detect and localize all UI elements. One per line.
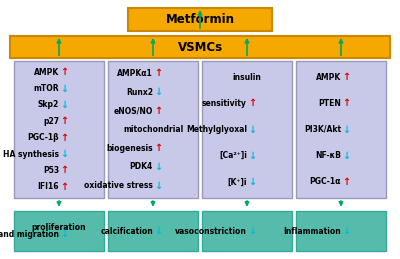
Text: ↑: ↑ (60, 116, 68, 126)
FancyBboxPatch shape (14, 211, 104, 251)
Text: NF-κB: NF-κB (315, 151, 341, 160)
Text: vasoconstriction: vasoconstriction (175, 227, 247, 236)
Text: HA synthesis: HA synthesis (3, 150, 59, 159)
FancyBboxPatch shape (202, 211, 292, 251)
Text: ↓: ↓ (154, 226, 162, 236)
Text: Runx2: Runx2 (126, 88, 153, 97)
FancyBboxPatch shape (10, 36, 390, 58)
Text: VSMCs: VSMCs (178, 41, 222, 54)
Text: ↓: ↓ (60, 149, 68, 159)
Text: ↓: ↓ (342, 125, 350, 134)
FancyBboxPatch shape (108, 211, 198, 251)
Text: ↓: ↓ (248, 151, 256, 161)
Text: ↓: ↓ (60, 229, 68, 239)
Text: proliferation: proliferation (32, 224, 86, 232)
Text: P53: P53 (43, 166, 59, 175)
Text: eNOS/NO: eNOS/NO (114, 106, 153, 115)
Text: PGC-1α: PGC-1α (310, 177, 341, 186)
Text: ↓: ↓ (248, 125, 256, 134)
Text: ↑: ↑ (60, 182, 68, 192)
Text: PTEN: PTEN (318, 99, 341, 108)
Text: PGC-1β: PGC-1β (27, 133, 59, 142)
Text: sensitivity: sensitivity (202, 99, 247, 108)
Text: ↓: ↓ (154, 181, 162, 191)
Text: and migration: and migration (0, 230, 59, 239)
Text: mitochondrial: mitochondrial (123, 125, 183, 134)
Text: ↓: ↓ (60, 100, 68, 110)
FancyBboxPatch shape (296, 61, 386, 198)
Text: calcification: calcification (100, 227, 153, 236)
Text: ↓: ↓ (154, 162, 162, 172)
FancyBboxPatch shape (202, 61, 292, 198)
Text: [Ca²⁺]i: [Ca²⁺]i (219, 151, 247, 160)
Text: AMPKα1: AMPKα1 (117, 69, 153, 78)
Text: Methylglyoxal: Methylglyoxal (186, 125, 247, 134)
Text: ↑: ↑ (342, 98, 350, 108)
Text: ↓: ↓ (342, 151, 350, 161)
Text: ↑: ↑ (154, 143, 162, 153)
Text: PI3K/Akt: PI3K/Akt (304, 125, 341, 134)
Text: ↑: ↑ (248, 98, 256, 108)
FancyBboxPatch shape (14, 61, 104, 198)
Text: ↓: ↓ (248, 177, 256, 187)
Text: ↑: ↑ (154, 106, 162, 116)
Text: Inflammation: Inflammation (283, 227, 341, 236)
Text: Metformin: Metformin (166, 13, 234, 26)
Text: ↑: ↑ (60, 166, 68, 175)
Text: ↓: ↓ (60, 84, 68, 93)
FancyBboxPatch shape (128, 8, 272, 31)
Text: AMPK: AMPK (34, 68, 59, 77)
Text: ↑: ↑ (342, 72, 350, 82)
Text: ↑: ↑ (60, 67, 68, 77)
Text: ↓: ↓ (248, 226, 256, 236)
Text: [K⁺]i: [K⁺]i (228, 177, 247, 186)
Text: insulin: insulin (232, 73, 262, 82)
Text: biogenesis: biogenesis (106, 144, 153, 153)
Text: ↓: ↓ (154, 87, 162, 97)
Text: p27: p27 (43, 117, 59, 126)
Text: PDK4: PDK4 (130, 162, 153, 171)
Text: ↑: ↑ (342, 177, 350, 187)
Text: ↓: ↓ (342, 226, 350, 236)
Text: AMPK: AMPK (316, 73, 341, 82)
Text: IFI16: IFI16 (38, 182, 59, 191)
Text: oxidative stress: oxidative stress (84, 181, 153, 190)
FancyBboxPatch shape (296, 211, 386, 251)
Text: ↑: ↑ (154, 68, 162, 78)
FancyBboxPatch shape (108, 61, 198, 198)
Text: mTOR: mTOR (33, 84, 59, 93)
Text: Skp2: Skp2 (38, 100, 59, 109)
Text: ↑: ↑ (60, 133, 68, 143)
